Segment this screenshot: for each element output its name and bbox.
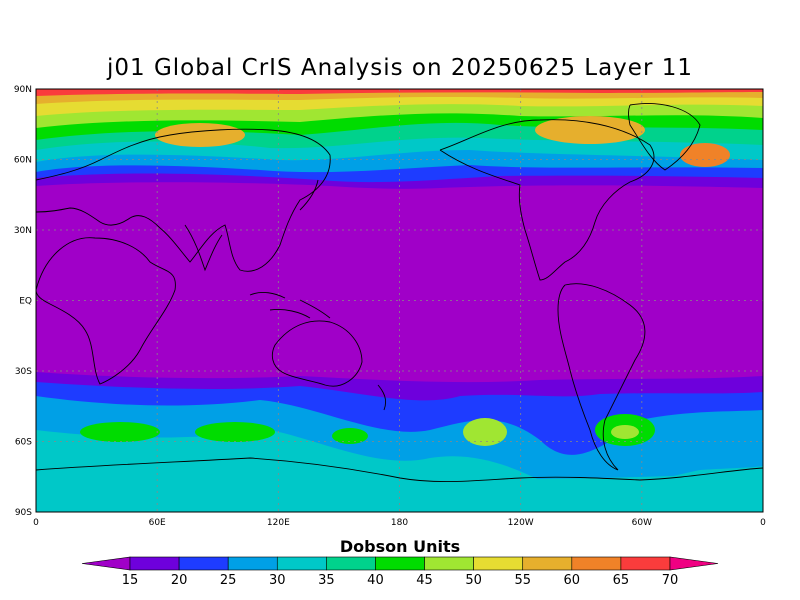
coastlines	[36, 103, 763, 483]
colorbar-segment	[129, 556, 180, 571]
lon-tick-label: 0	[33, 518, 39, 528]
colorbar-tick-label: 70	[662, 573, 679, 588]
colorbar-tick-label: 50	[465, 573, 482, 588]
colorbar-segment	[473, 556, 524, 571]
colorbar-tick-label: 30	[269, 573, 286, 588]
colorbar-tick-label: 25	[220, 573, 237, 588]
colorbar-segment	[178, 556, 229, 571]
colorbar-segment	[326, 556, 376, 571]
lon-tick-label: 180	[391, 518, 408, 528]
lon-tick-label: 60W	[632, 518, 652, 528]
colorbar-tick-label: 45	[416, 573, 433, 588]
colorbar: 15 20 25 30 35 40 45 50 55 60 65 70	[81, 556, 719, 588]
contour-sblob-4	[463, 418, 507, 446]
lat-tick-label: 30N	[14, 226, 32, 236]
lon-tick-label: 120W	[508, 518, 534, 528]
colorbar-tick-label: 40	[367, 573, 384, 588]
map-frame	[35, 88, 764, 513]
colorbar-tick-label: 60	[564, 573, 581, 588]
lat-tick-label: 60N	[14, 156, 32, 166]
colorbar-tick-label: 20	[171, 573, 188, 588]
colorbar-low-arrow	[81, 556, 131, 571]
colorbar-tick-label: 55	[514, 573, 531, 588]
colorbar-segment	[571, 556, 622, 571]
contour-nblob-1	[155, 123, 245, 147]
colorbar-segment	[276, 556, 327, 571]
lat-tick-label: 90N	[14, 85, 32, 95]
lat-tick-label: EQ	[19, 297, 32, 307]
lat-tick-label: 30S	[15, 367, 32, 377]
contour-sblob-2	[195, 422, 275, 442]
graticule	[36, 89, 763, 512]
contour-sblob-1	[80, 422, 160, 442]
lon-tick-label: 0	[760, 518, 766, 528]
contour-sblob-6	[611, 425, 639, 439]
lat-tick-label: 90S	[15, 508, 32, 518]
colorbar-segment	[375, 556, 425, 571]
lon-tick-label: 120E	[267, 518, 290, 528]
contour-nband-65	[36, 89, 763, 96]
colorbar-segment	[424, 556, 474, 571]
colorbar-high-arrow	[669, 556, 719, 571]
contour-nblob-3	[680, 143, 730, 167]
colorbar-tick-label: 65	[613, 573, 630, 588]
colorbar-segment	[522, 556, 573, 571]
lon-tick-label: 60E	[149, 518, 166, 528]
map-title: j01 Global CrIS Analysis on 20250625 Lay…	[107, 55, 693, 81]
lat-tick-label: 60S	[15, 438, 32, 448]
colorbar-segment	[227, 556, 278, 571]
colorbar-title: Dobson Units	[339, 537, 461, 556]
contour-nblob-2	[535, 116, 645, 144]
contour-sblob-3	[332, 428, 368, 444]
colorbar-segment	[620, 556, 671, 571]
colorbar-tick-label: 35	[318, 573, 335, 588]
colorbar-tick-label: 15	[122, 573, 139, 588]
